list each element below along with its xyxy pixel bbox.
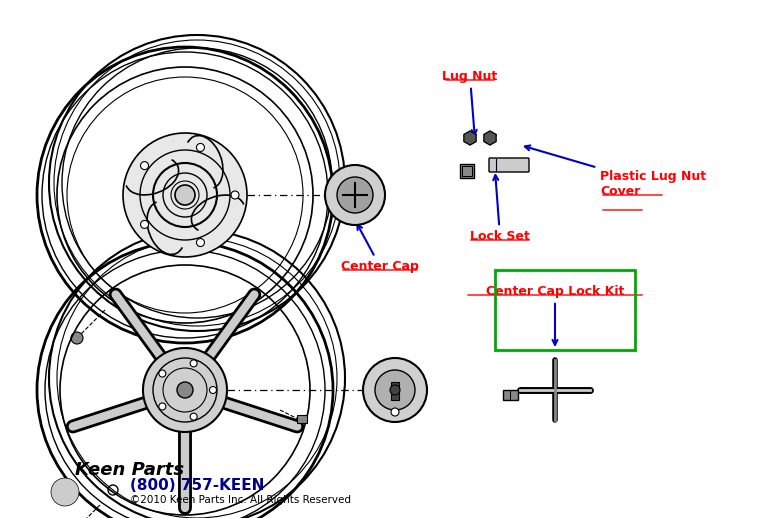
- Circle shape: [390, 385, 400, 395]
- Circle shape: [143, 348, 227, 432]
- Circle shape: [177, 382, 193, 398]
- Polygon shape: [484, 131, 496, 145]
- Bar: [503, 390, 518, 400]
- Circle shape: [196, 239, 205, 247]
- Circle shape: [190, 413, 197, 420]
- Circle shape: [325, 165, 385, 225]
- Bar: [495, 270, 635, 350]
- Circle shape: [141, 220, 149, 228]
- Circle shape: [337, 177, 373, 213]
- Circle shape: [196, 143, 205, 151]
- Circle shape: [141, 162, 149, 169]
- Text: Keen Parts: Keen Parts: [75, 461, 184, 479]
- Circle shape: [363, 358, 427, 422]
- Circle shape: [51, 478, 79, 506]
- Text: Plastic Lug Nut
Cover: Plastic Lug Nut Cover: [525, 146, 706, 198]
- Bar: [460, 164, 474, 178]
- Polygon shape: [464, 131, 476, 145]
- Text: (800) 757-KEEN: (800) 757-KEEN: [130, 478, 264, 493]
- Circle shape: [71, 332, 83, 344]
- Bar: [391, 382, 399, 400]
- Circle shape: [375, 370, 415, 410]
- Circle shape: [175, 185, 195, 205]
- Circle shape: [159, 370, 166, 377]
- Bar: [462, 166, 472, 176]
- Bar: [297, 415, 307, 423]
- FancyBboxPatch shape: [489, 158, 529, 172]
- Text: ©2010 Keen Parts Inc. All Rights Reserved: ©2010 Keen Parts Inc. All Rights Reserve…: [130, 495, 351, 505]
- Circle shape: [209, 386, 216, 394]
- Text: Lock Set: Lock Set: [470, 175, 530, 243]
- Text: Center Cap Lock Kit: Center Cap Lock Kit: [486, 285, 624, 345]
- Circle shape: [231, 191, 239, 199]
- Circle shape: [159, 403, 166, 410]
- Text: Lug Nut: Lug Nut: [443, 70, 497, 135]
- Circle shape: [190, 360, 197, 367]
- Circle shape: [123, 133, 247, 257]
- Text: Center Cap: Center Cap: [341, 224, 419, 273]
- Circle shape: [391, 408, 399, 416]
